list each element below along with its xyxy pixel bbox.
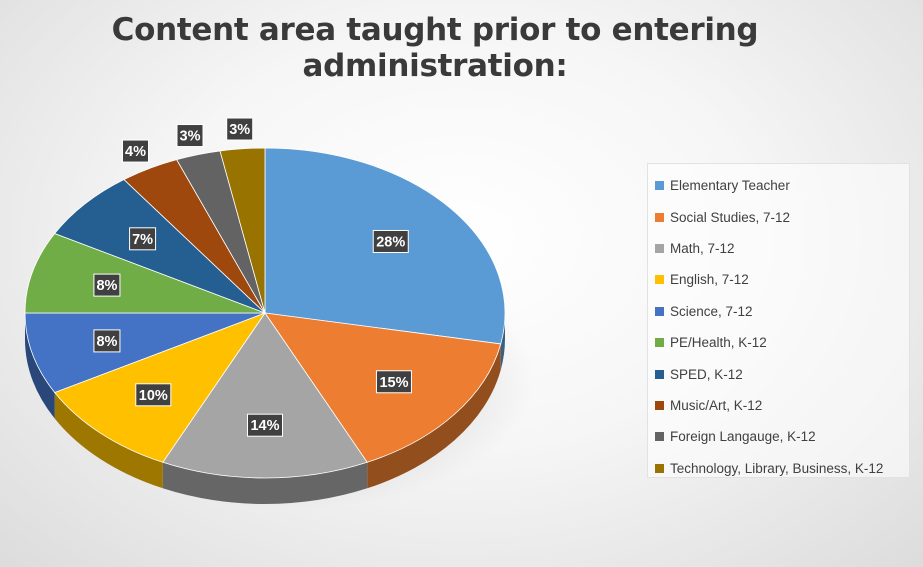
slice-science-7-12 [24, 312, 266, 393]
slice-side-math-7-12 [162, 462, 368, 504]
slice-technology-library-business-k-12 [219, 147, 266, 314]
legend-item-foreign-langauge-k-12: Foreign Langauge, K-12 [655, 421, 909, 452]
data-label-social-studies-7-12: 15% [375, 370, 412, 394]
legend-label: Math, 7-12 [670, 240, 735, 256]
data-label-pe-health-k-12: 8% [93, 273, 121, 297]
legend-swatch [655, 432, 664, 442]
slice-side-english-7-12 [54, 392, 163, 489]
slice-pe-health-k-12 [24, 233, 266, 314]
slice-side-social-studies-7-12 [367, 343, 501, 489]
legend-item-elementary-teacher: Elementary Teacher [655, 170, 909, 201]
legend-swatch [655, 243, 664, 253]
slice-side-science-7-12 [25, 313, 55, 419]
pie-sides [25, 313, 505, 504]
legend-label: PE/Health, K-12 [670, 335, 767, 351]
legend-item-math-7-12: Math, 7-12 [655, 233, 909, 264]
svg-text:10%: 10% [139, 388, 168, 404]
svg-text:7%: 7% [132, 232, 153, 248]
pie-slices [24, 147, 506, 479]
legend-label: Music/Art, K-12 [670, 397, 763, 413]
data-label-foreign-langauge-k-12: 3% [176, 124, 204, 148]
legend-label: Elementary Teacher [670, 178, 790, 194]
data-label-elementary-teacher: 28% [372, 229, 409, 253]
svg-text:8%: 8% [96, 334, 117, 350]
legend-swatch [655, 306, 664, 316]
slice-sped-k-12 [54, 179, 266, 314]
legend-swatch [655, 212, 664, 222]
legend-swatch [655, 463, 664, 473]
slice-math-7-12 [162, 312, 368, 479]
legend-swatch [655, 369, 664, 379]
svg-text:4%: 4% [125, 144, 146, 160]
svg-text:3%: 3% [229, 122, 250, 138]
legend-swatch [655, 275, 664, 285]
legend-swatch [655, 181, 664, 191]
legend-label: SPED, K-12 [670, 366, 743, 382]
legend-label: English, 7-12 [670, 272, 749, 288]
data-label-technology-library-business-k-12: 3% [226, 117, 254, 141]
data-label-english-7-12: 10% [135, 383, 172, 407]
data-label-music-art-k-12: 4% [122, 139, 150, 163]
legend-item-social-studies-7-12: Social Studies, 7-12 [655, 201, 909, 232]
legend-label: Science, 7-12 [670, 303, 753, 319]
legend-label: Foreign Langauge, K-12 [670, 429, 816, 445]
legend-label: Technology, Library, Business, K-12 [670, 460, 884, 476]
svg-text:14%: 14% [250, 418, 279, 434]
legend-swatch [655, 400, 664, 410]
legend: Elementary Teacher Social Studies, 7-12 Ma… [647, 163, 910, 478]
legend-item-sped-k-12: SPED, K-12 [655, 358, 909, 389]
legend-item-science-7-12: Science, 7-12 [655, 296, 909, 327]
legend-swatch [655, 338, 664, 348]
svg-text:15%: 15% [379, 375, 408, 391]
legend-item-technology-library-business-k-12: Technology, Library, Business, K-12 [655, 453, 909, 484]
legend-item-music-art-k-12: Music/Art, K-12 [655, 390, 909, 421]
data-label-sped-k-12: 7% [129, 227, 157, 251]
data-label-math-7-12: 14% [247, 413, 283, 437]
data-labels: 28% 15% 14% 10% 8% 8% 7% 4% 3% 3% [93, 117, 412, 437]
legend-item-pe-health-k-12: PE/Health, K-12 [655, 327, 909, 358]
chart-title: Content area taught prior to entering ad… [111, 12, 759, 84]
slice-side-elementary-teacher [500, 313, 505, 370]
svg-text:8%: 8% [96, 278, 117, 294]
legend-label: Social Studies, 7-12 [670, 209, 791, 225]
data-label-science-7-12: 8% [93, 329, 121, 353]
svg-text:28%: 28% [376, 234, 405, 250]
svg-text:3%: 3% [180, 129, 201, 145]
legend-item-english-7-12: English, 7-12 [655, 264, 909, 295]
